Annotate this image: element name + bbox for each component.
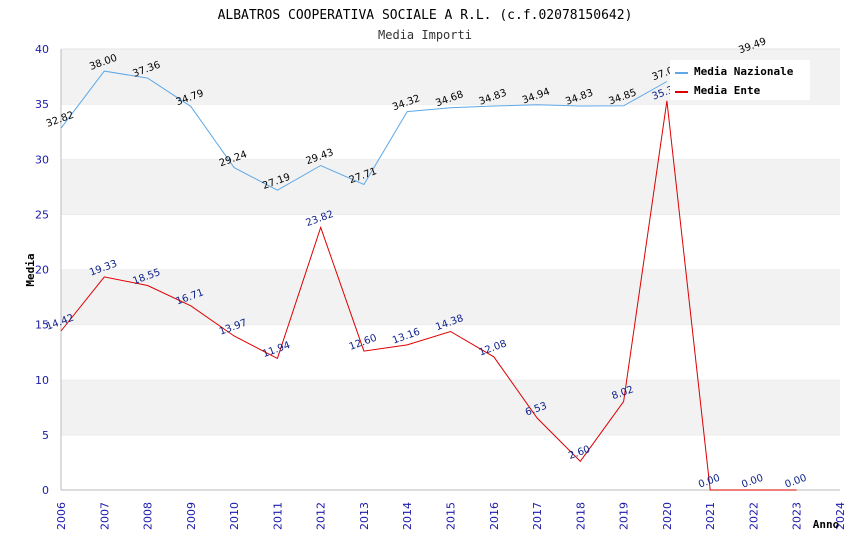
y-tick-label: 15: [35, 319, 49, 332]
x-tick-label: 2011: [271, 502, 284, 530]
grid-band: [61, 104, 840, 160]
grid-band: [61, 159, 840, 215]
x-tick-label: 2023: [791, 502, 804, 530]
x-tick-label: 2007: [98, 502, 111, 530]
y-tick-label: 25: [35, 208, 49, 221]
x-tick-label: 2010: [228, 502, 241, 530]
y-tick-label: 10: [35, 374, 49, 387]
grid-bands: [61, 48, 840, 490]
x-tick-label: 2019: [618, 502, 631, 530]
x-tick-label: 2009: [185, 502, 198, 530]
chart-subtitle: Media Importi: [378, 28, 472, 42]
legend-label-media-ente: Media Ente: [694, 84, 761, 97]
x-tick-label: 2017: [531, 502, 544, 530]
series-line-media-ente: [60, 100, 797, 491]
x-tick-label: 2020: [661, 502, 674, 530]
legend: Media Nazionale Media Ente: [670, 60, 810, 100]
grid-band: [61, 379, 840, 435]
y-tick-labels: 0 5 10 15 20 25 30 35 40: [35, 43, 49, 497]
y-tick-label: 0: [42, 484, 49, 497]
x-tick-label: 2018: [574, 502, 587, 530]
y-tick-label: 30: [35, 153, 49, 166]
grid-band: [61, 269, 840, 325]
x-tick-label: 2014: [401, 502, 414, 530]
x-tick-label: 2024: [834, 502, 847, 530]
y-tick-label: 35: [35, 98, 49, 111]
x-tick-label: 2016: [488, 502, 501, 530]
grid-band: [61, 434, 840, 490]
legend-label-media-nazionale: Media Nazionale: [694, 65, 794, 78]
y-tick-label: 5: [42, 429, 49, 442]
x-tick-label: 2012: [315, 502, 328, 530]
legend-box: [670, 60, 810, 100]
series-lines: [60, 55, 797, 491]
x-tick-label: 2021: [704, 502, 717, 530]
x-tick-label: 2013: [358, 502, 371, 530]
x-axis-label: Anno: [813, 518, 840, 531]
x-tick-label: 2006: [55, 502, 68, 530]
x-tick-label: 2008: [142, 502, 155, 530]
y-tick-label: 20: [35, 264, 49, 277]
chart-title: ALBATROS COOPERATIVA SOCIALE A R.L. (c.f…: [218, 8, 633, 23]
y-tick-label: 40: [35, 43, 49, 56]
y-axis-label: Media: [24, 253, 37, 286]
grid-band: [61, 324, 840, 380]
x-tick-labels: 2006 2007 2008 2009 2010 2011 2012 2013 2014 2015…: [55, 502, 847, 530]
x-tick-label: 2015: [445, 502, 458, 530]
x-tick-label: 2022: [747, 502, 760, 530]
grid-band: [61, 214, 840, 270]
